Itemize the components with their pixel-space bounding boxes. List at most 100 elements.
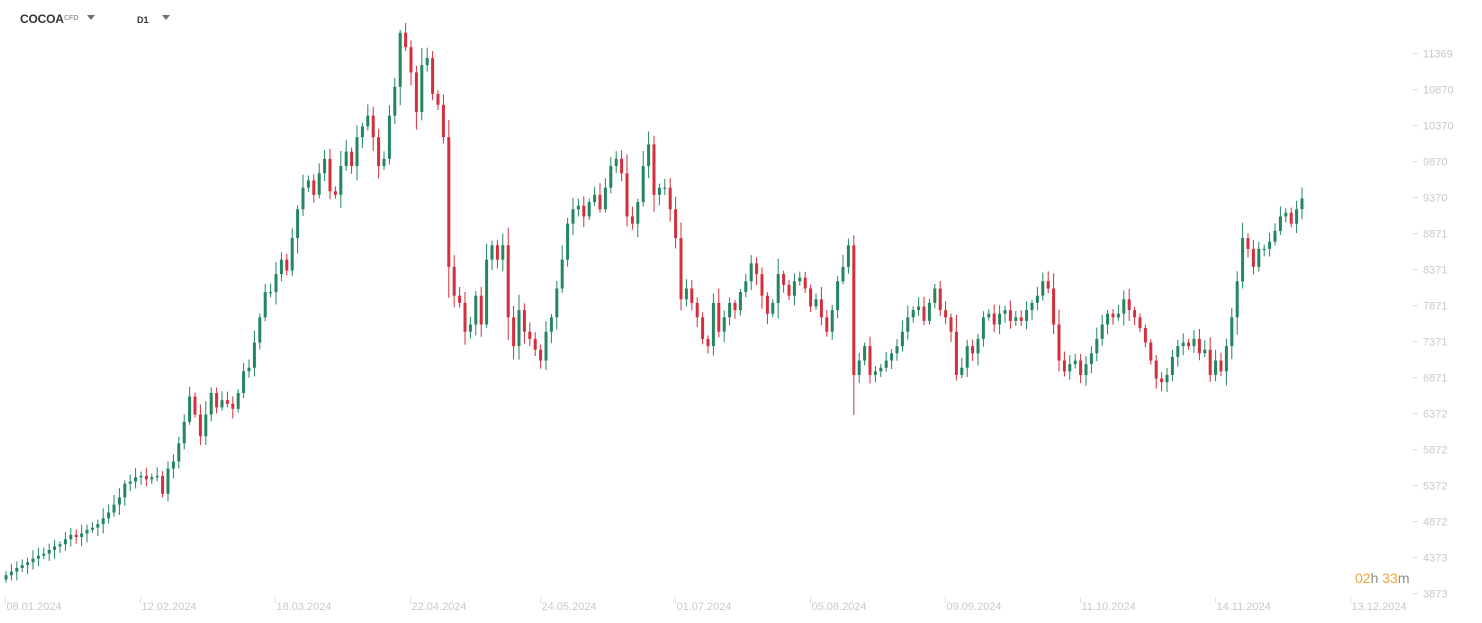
candle-body-up (571, 209, 575, 224)
candle-body-down (992, 313, 996, 325)
candle-body-down (1246, 238, 1250, 249)
candle-body-up (728, 302, 732, 318)
candle (317, 163, 321, 199)
candle (1111, 308, 1115, 325)
candle-body-down (441, 104, 445, 138)
candle (231, 396, 235, 419)
candle (501, 233, 505, 272)
x-axis: 08.01.2024 12.02.2024 18.03.2024 22.04.2024… (5, 597, 1407, 613)
symbol-name[interactable]: COCOA (20, 12, 64, 26)
candle-body-up (9, 571, 13, 576)
candle-body-up (220, 400, 224, 408)
y-tick-label: 10870 (1423, 85, 1454, 97)
candle (296, 205, 300, 254)
candle-body-down (371, 115, 375, 138)
candle-body-up (1025, 310, 1029, 321)
candle (976, 333, 980, 366)
candle-body-up (112, 504, 116, 513)
candle (1262, 244, 1266, 257)
candle-body-down (1154, 360, 1158, 379)
candle-body-up (317, 173, 321, 195)
candle-body-up (96, 524, 100, 528)
candle-body-up (242, 371, 246, 393)
candle-body-up (296, 209, 300, 239)
candle-body-down (695, 302, 699, 318)
candle (717, 288, 721, 338)
candle (371, 106, 375, 151)
candle-body-down (630, 216, 634, 224)
candle-body-up (846, 245, 850, 267)
candle (549, 314, 553, 344)
candle (447, 119, 451, 298)
candle-body-up (344, 151, 348, 167)
x-tick-label: 09.09.2024 (947, 601, 1002, 613)
candle-body-down (938, 288, 942, 311)
candle (674, 196, 678, 249)
candle (258, 313, 262, 350)
candle-body-down (1079, 360, 1083, 375)
candle-body-up (1089, 353, 1093, 365)
candle (1003, 305, 1007, 323)
candle-body-up (927, 302, 931, 321)
candle-body-down (333, 191, 337, 195)
candle-body-down (215, 392, 219, 408)
countdown-hours-unit: h (1370, 570, 1379, 586)
candle-body-down (495, 245, 499, 260)
candle (144, 467, 148, 487)
candle-body-down (1160, 378, 1164, 383)
candle-body-down (312, 180, 316, 195)
candle-body-up (1035, 295, 1039, 303)
timeframe-selector[interactable]: D1 (137, 15, 149, 25)
candle-body-up (306, 180, 310, 188)
candle (441, 94, 445, 144)
candle (236, 389, 240, 413)
candle-body-up (63, 539, 67, 545)
candle (684, 279, 688, 307)
candle-body-up (1230, 317, 1234, 347)
candle (1192, 329, 1196, 353)
candle (539, 344, 543, 369)
candle-body-down (447, 137, 451, 267)
candle-body-up (1192, 338, 1196, 347)
candle-body-down (819, 299, 823, 318)
candle-body-up (177, 443, 181, 462)
candle-body-up (1241, 238, 1245, 282)
candle-body-up (587, 202, 591, 217)
candle (593, 186, 597, 206)
candle (263, 283, 267, 322)
candle-body-down (717, 302, 721, 332)
candle-body-up (976, 338, 980, 354)
candle (274, 261, 278, 305)
candle (900, 320, 904, 352)
x-tick-label: 18.03.2024 (277, 601, 332, 613)
candle (1062, 351, 1066, 377)
candle (512, 305, 516, 360)
candle (366, 104, 370, 131)
symbol-dropdown-icon[interactable] (87, 15, 95, 20)
candle-body-down (582, 205, 586, 217)
candle-body-up (393, 86, 397, 116)
candle-body-down (285, 259, 289, 271)
candle (760, 267, 764, 309)
x-tick-label: 22.04.2024 (412, 601, 467, 613)
timeframe-dropdown-icon[interactable] (162, 15, 170, 20)
candle (1300, 187, 1304, 220)
candle-body-down (1008, 310, 1012, 321)
y-tick-label: 8371 (1423, 265, 1447, 277)
candle (668, 178, 672, 222)
candle (74, 529, 78, 544)
candle (134, 467, 138, 489)
candle-body-down (782, 274, 786, 285)
candle (938, 280, 942, 317)
candle (463, 291, 467, 345)
candle (582, 196, 586, 228)
candle (1224, 338, 1228, 386)
candle (544, 321, 548, 371)
candle (1197, 328, 1201, 361)
candle-body-down (1208, 349, 1212, 375)
candle-body-up (1068, 364, 1072, 372)
candle-body-up (101, 518, 105, 525)
candle-body-down (522, 310, 526, 332)
candle-body-up (900, 331, 904, 347)
